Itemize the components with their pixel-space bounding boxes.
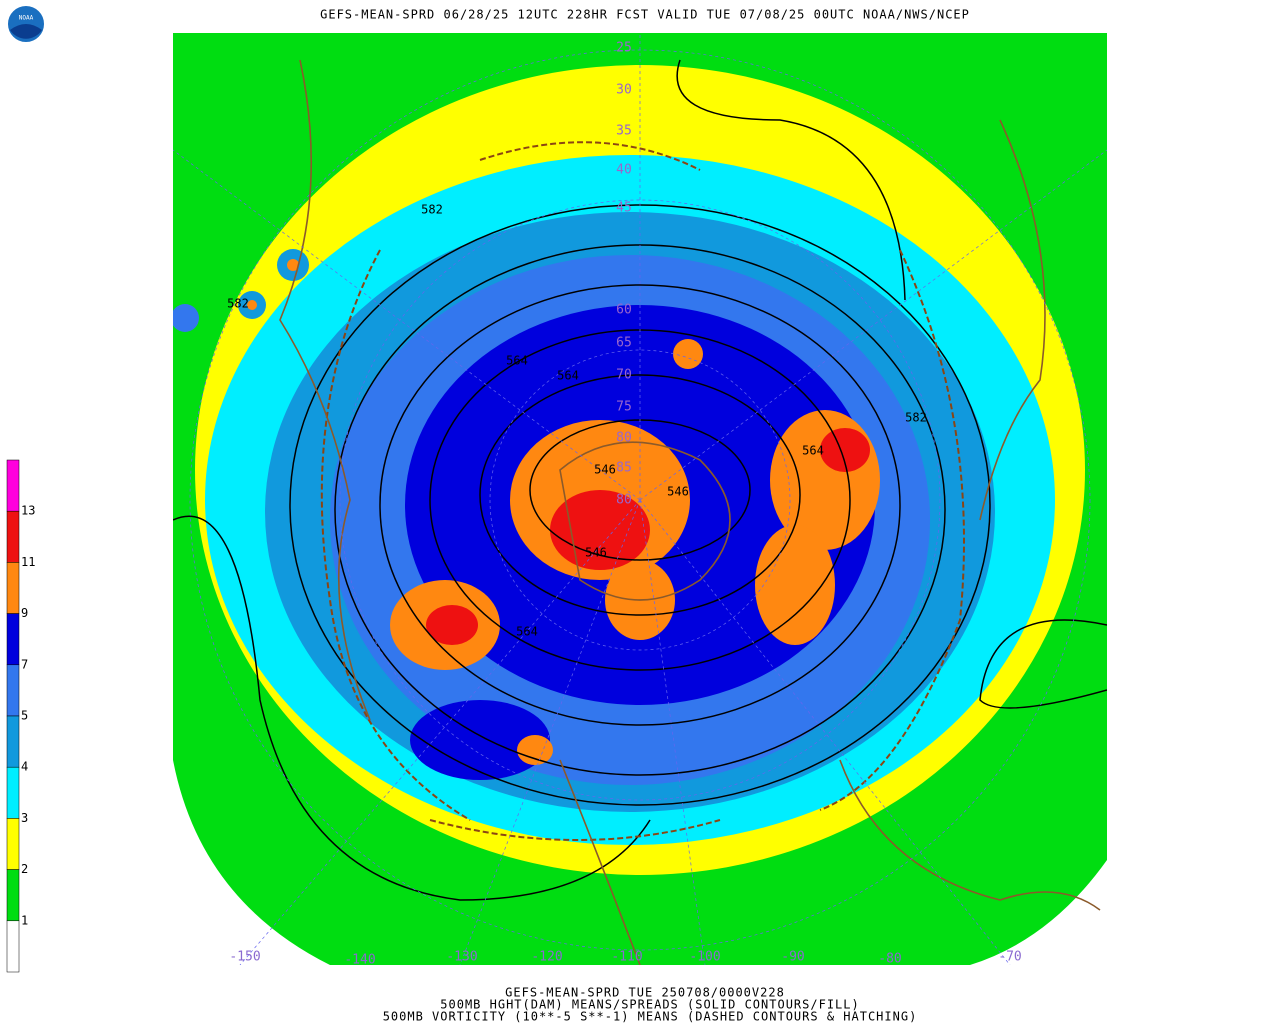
longitude-label: -140 [344,953,375,968]
legend-label: 1 [21,913,28,927]
title: GEFS-MEAN-SPRD 06/28/25 12UTC 228HR FCST… [320,8,970,22]
contour-label: 546 [667,485,689,499]
longitude-label: -80 [878,952,901,967]
legend-label: 4 [21,760,28,774]
legend-swatch [6,766,20,819]
legend-swatch [6,715,20,768]
contour-label: 564 [516,625,538,639]
longitude-label: -130 [446,950,477,965]
legend-swatch [6,613,20,666]
footer-line: GEFS-MEAN-SPRD TUE 250708/0000V228 [505,986,785,1000]
latitude-label: 70 [616,368,632,383]
longitude-label: -120 [531,950,562,965]
latitude-label: 25 [616,41,632,56]
contour-label: 564 [802,444,824,458]
latitude-label: 60 [616,303,632,318]
latitude-label: 75 [616,400,632,415]
legend-swatch [6,664,20,717]
longitude-label: -90 [781,950,804,965]
latitude-label: 45 [616,201,632,216]
legend-label: 7 [21,657,28,671]
contour-label: 582 [421,203,443,217]
noaa-logo: NOAA [6,4,46,44]
latitude-label: 80 [616,493,632,508]
latitude-label: 35 [616,124,632,139]
legend: 13 11 9 7 5 4 3 2 1 [6,459,35,973]
contour-label: 564 [557,369,579,383]
legend-label: 2 [21,862,28,876]
latitude-label: 80 [616,431,632,446]
contour-label: 582 [905,411,927,425]
contour-label: 582 [227,297,249,311]
legend-swatch [6,459,20,512]
latitude-label: 65 [616,336,632,351]
longitude-label: -110 [611,950,642,965]
legend-label: 5 [21,709,28,723]
latitude-label: 30 [616,83,632,98]
latitude-label: 40 [616,163,632,178]
map [173,33,1107,965]
legend-swatch [6,510,20,563]
latitude-label: 85 [616,461,632,476]
longitude-label: -150 [229,950,260,965]
legend-swatch [6,920,20,973]
legend-swatch [6,869,20,922]
footer-line: 500MB HGHT(DAM) MEANS/SPREADS (SOLID CON… [440,998,859,1012]
legend-label: 3 [21,811,28,825]
logo-text: NOAA [19,15,34,22]
longitude-labels: -150 -140 -130 -120 -110 -100 -90 -80 -7… [229,950,1021,968]
legend-label: 13 [21,504,35,518]
longitude-label: -100 [689,950,720,965]
contour-labels: 582 582 582 564 564 564 564 546 546 546 [227,203,927,639]
contour-label: 564 [506,354,528,368]
contour-label: 546 [594,463,616,477]
latitude-labels: 25 30 35 40 45 60 65 70 75 80 85 80 [616,41,632,508]
footer-line: 500MB VORTICITY (10**-5 S**-1) MEANS (DA… [383,1010,918,1024]
legend-swatch [6,562,20,614]
legend-label: 11 [21,555,35,569]
contour-label: 546 [585,546,607,560]
legend-swatch [6,818,20,870]
longitude-label: -70 [998,950,1021,965]
legend-label: 9 [21,606,28,620]
